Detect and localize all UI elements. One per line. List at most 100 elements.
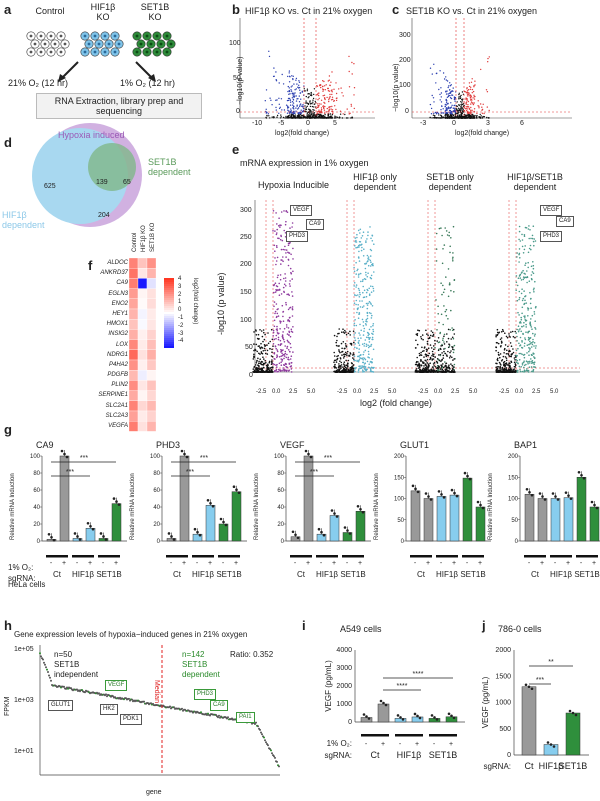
volcano-point: [274, 310, 277, 313]
volcano-point: [418, 352, 421, 355]
e-xtick: 5.0: [469, 389, 478, 395]
volcano-point: [253, 355, 255, 357]
volcano-point: [362, 334, 365, 336]
volcano-point: [276, 363, 278, 366]
volcano-point: [434, 114, 436, 117]
volcano-point: [325, 117, 327, 119]
volcano-point: [279, 320, 281, 322]
o2-sign: +: [208, 560, 212, 567]
volcano-point: [528, 343, 530, 346]
legend-tick: 4: [178, 276, 182, 282]
rank-point: [254, 723, 256, 725]
volcano-point: [291, 331, 294, 333]
volcano-point: [276, 350, 279, 353]
volcano-point: [366, 254, 369, 257]
cell-nucleus: [149, 42, 153, 46]
volcano-point: [278, 356, 281, 358]
replicate-point: [193, 527, 197, 531]
volcano-point: [298, 117, 300, 119]
volcano-point: [292, 78, 294, 80]
volcano-point: [504, 332, 506, 334]
cell-nucleus: [43, 42, 47, 46]
j-bar: [565, 712, 581, 756]
rank-point: [143, 700, 145, 703]
volcano-point: [277, 225, 280, 227]
volcano-point: [281, 259, 283, 261]
volcano-point: [262, 356, 264, 358]
volcano-point: [341, 347, 343, 350]
replicate-point: [582, 476, 586, 480]
g-bar: [231, 491, 242, 542]
group-label: SET1B: [340, 570, 365, 579]
volcano-point: [521, 306, 524, 309]
volcano-point: [304, 110, 306, 112]
volcano-point: [440, 101, 443, 103]
volcano-point: [416, 363, 418, 366]
volcano-point: [317, 103, 319, 105]
volcano-point: [268, 360, 271, 363]
volcano-point: [267, 371, 270, 373]
j-ylabel: VEGF (pg/mL): [481, 676, 490, 728]
volcano-point: [455, 112, 457, 115]
volcano-point: [438, 370, 441, 373]
volcano-point: [508, 350, 510, 353]
volcano-point: [449, 91, 452, 93]
volcano-point: [358, 240, 361, 243]
volcano-point: [294, 92, 296, 94]
rank-point: [261, 733, 263, 736]
volcano-point: [434, 346, 436, 349]
volcano-point: [287, 99, 290, 102]
volcano-point: [454, 117, 456, 119]
volcano-point: [366, 317, 369, 320]
replicate-point: [361, 510, 365, 514]
e-ytick: 100: [240, 317, 252, 324]
volcano-point: [357, 276, 360, 278]
rank-point: [45, 666, 47, 669]
volcano-point: [283, 357, 285, 360]
volcano-point: [367, 336, 370, 339]
volcano-point: [523, 234, 526, 236]
volcano-point: [286, 353, 288, 356]
volcano-point: [289, 267, 292, 270]
volcano-point: [523, 290, 525, 292]
volcano-point: [357, 256, 360, 258]
volcano-point: [276, 114, 279, 117]
volcano-point: [530, 307, 532, 309]
group-bar: [342, 555, 364, 558]
volcano-point: [488, 56, 490, 58]
volcano-point: [442, 363, 444, 365]
volcano-e-group: [414, 200, 456, 373]
volcano-point: [468, 82, 471, 84]
volcano-point: [529, 349, 531, 351]
volcano-point: [284, 245, 286, 248]
volcano-point: [448, 282, 451, 284]
volcano-point: [503, 368, 505, 371]
venn-diagram: [32, 123, 142, 227]
replicate-point: [219, 517, 223, 521]
volcano-point: [271, 360, 273, 363]
volcano-point: [299, 105, 301, 108]
volcano-point: [452, 256, 454, 259]
volcano-point: [343, 365, 346, 368]
volcano-point: [355, 324, 358, 327]
volcano-point: [295, 77, 298, 80]
volcano-point: [471, 88, 474, 91]
volcano-point: [351, 371, 354, 373]
rank-point: [260, 731, 262, 734]
volcano-point: [423, 350, 425, 352]
volcano-point: [502, 330, 505, 332]
volcano-point: [459, 95, 461, 98]
volcano-point: [359, 323, 361, 326]
volcano-point: [280, 211, 283, 213]
volcano-point: [320, 108, 323, 111]
volcano-point: [429, 116, 431, 119]
replicate-point: [104, 538, 108, 541]
volcano-point: [359, 306, 362, 308]
replicate-point: [365, 715, 368, 718]
volcano-point: [532, 369, 534, 372]
h-ytick: 1e+05: [14, 646, 34, 653]
volcano-point: [501, 328, 504, 331]
volcano-point: [521, 312, 523, 315]
volcano-point: [440, 313, 443, 316]
volcano-point: [471, 92, 473, 94]
